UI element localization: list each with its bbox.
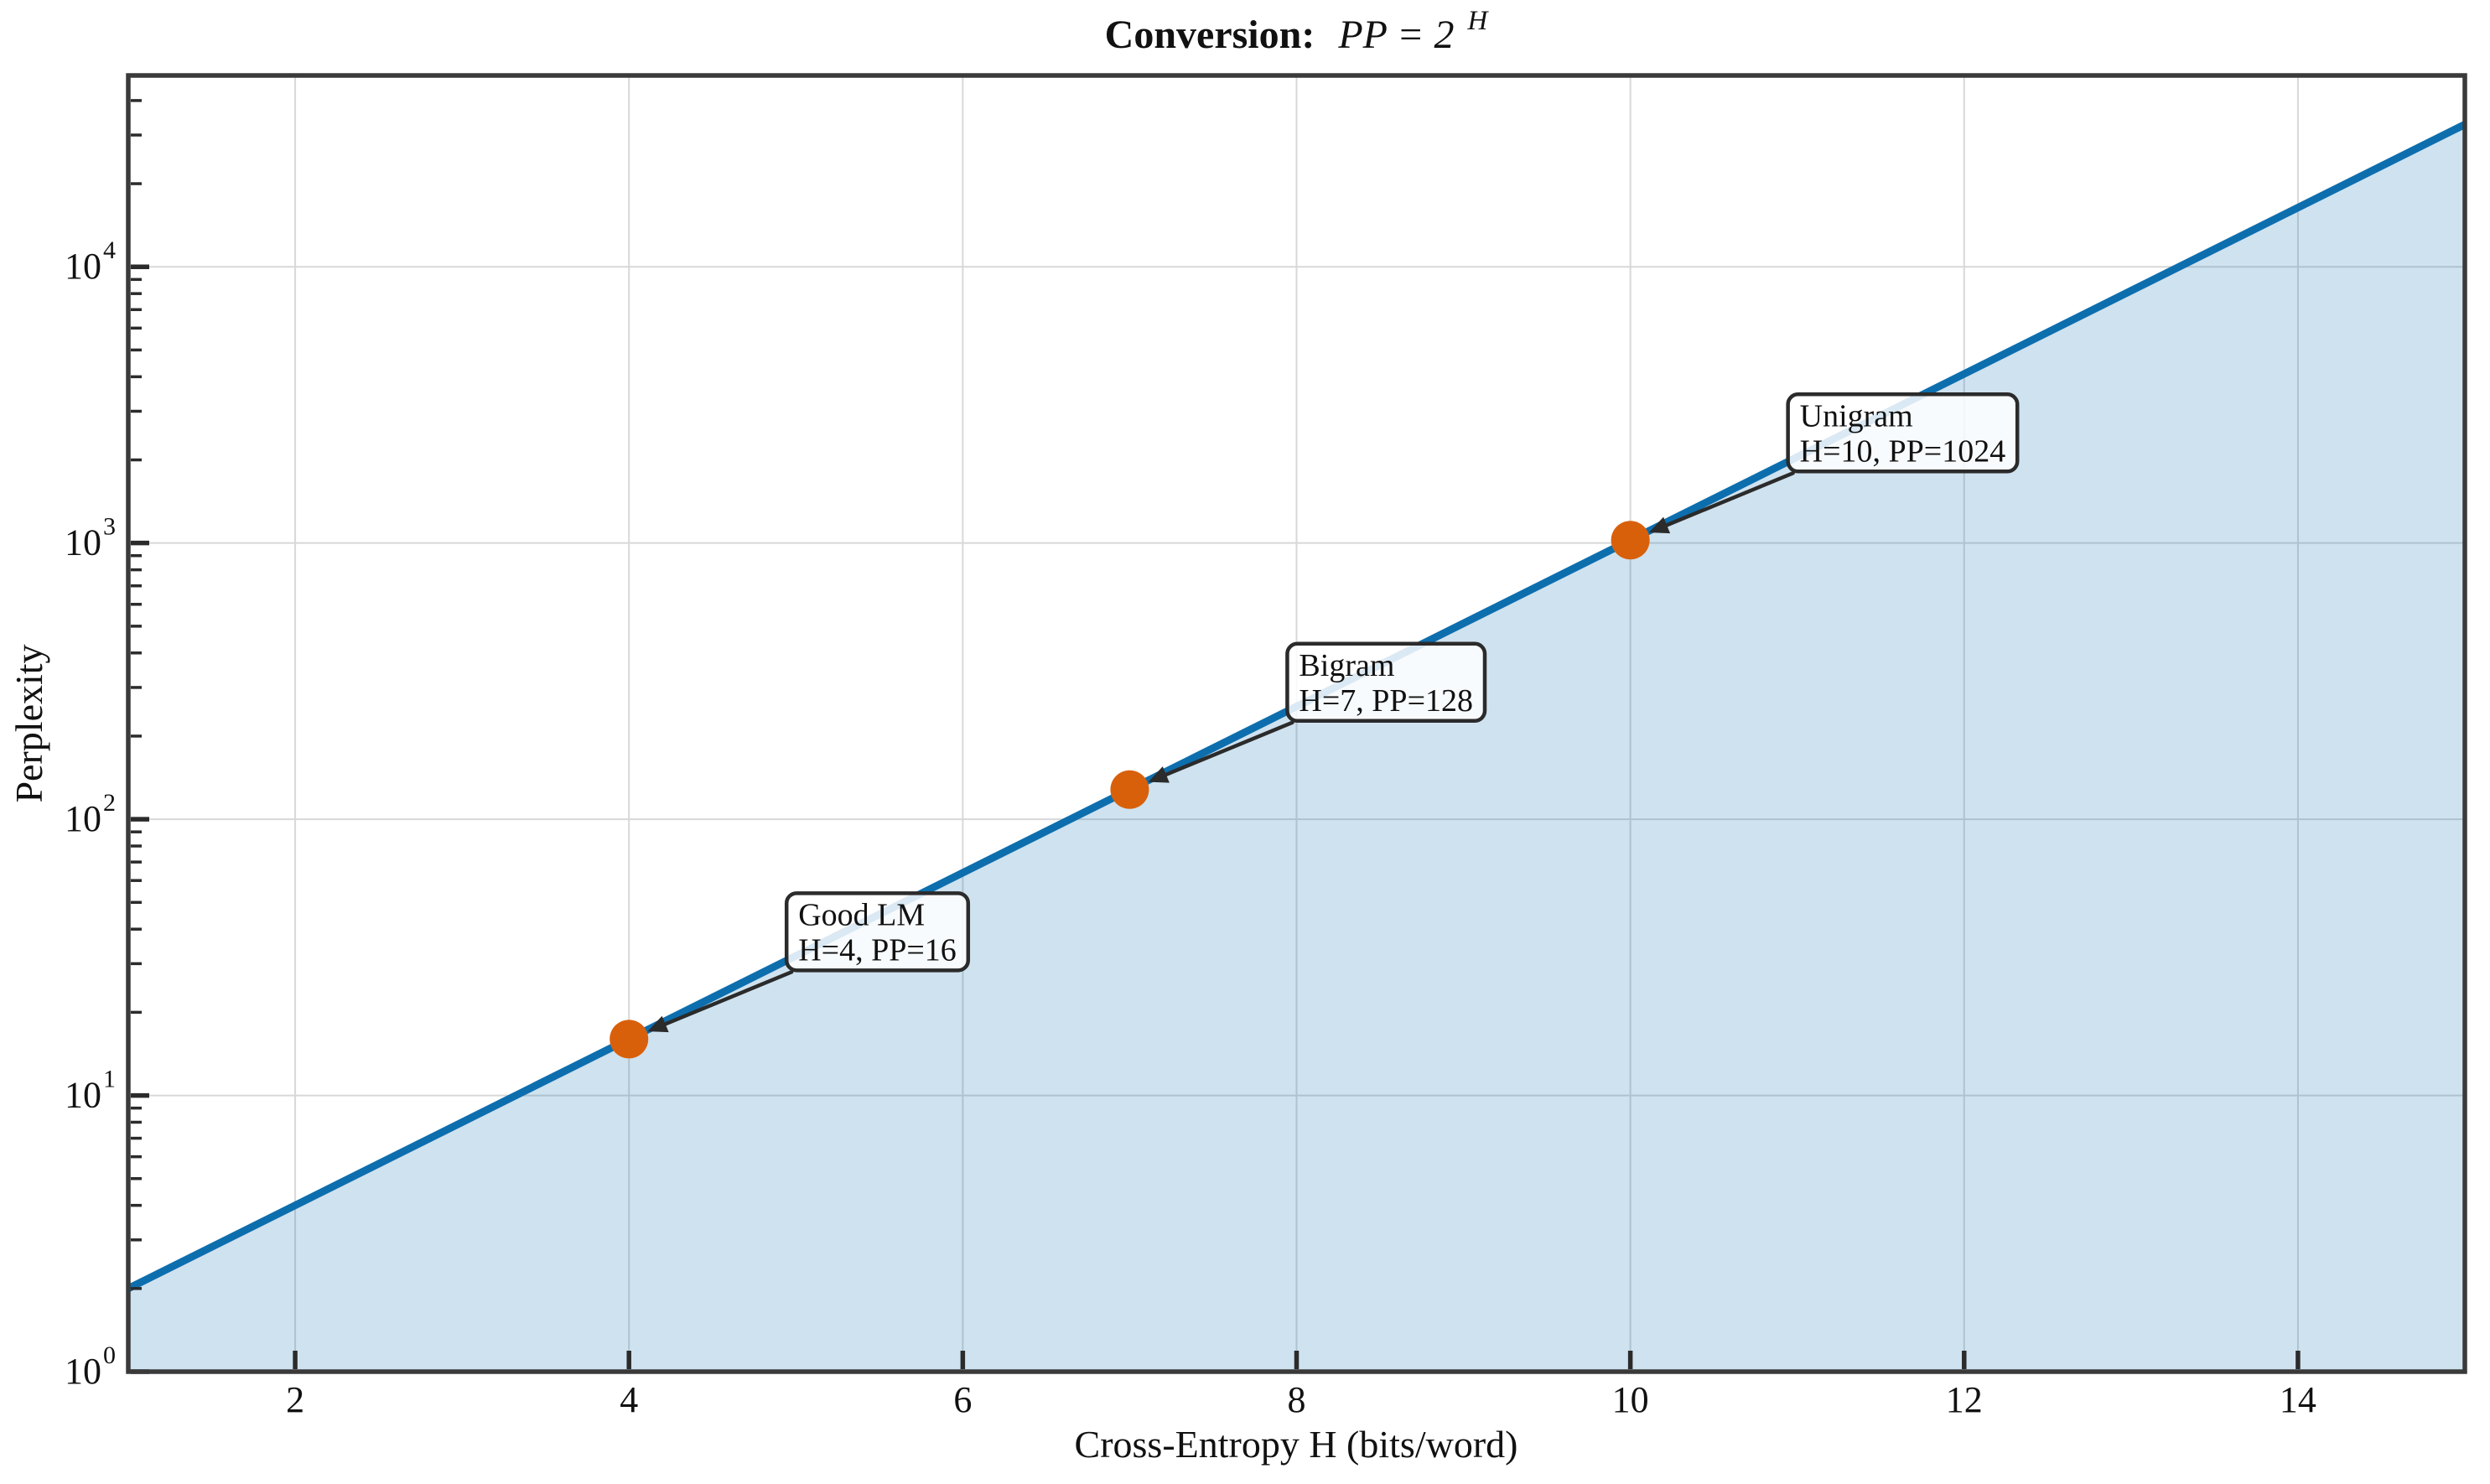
x-tick-label: 12 — [1946, 1379, 1983, 1420]
annotation-detail: H=7, PP=128 — [1299, 683, 1473, 719]
y-tick-label: 100 — [65, 1341, 116, 1392]
annotation-label: Unigram — [1800, 398, 1913, 433]
y-tick-label: 103 — [65, 513, 116, 563]
x-tick-label: 6 — [953, 1379, 972, 1420]
annotation-arrow — [661, 970, 794, 1027]
x-tick-label: 10 — [1612, 1379, 1649, 1420]
data-points — [610, 521, 1650, 1059]
annotation-label: Bigram — [1299, 648, 1394, 683]
x-tick-label: 8 — [1288, 1379, 1306, 1420]
annotation-arrowhead — [1648, 516, 1671, 534]
data-point — [1611, 521, 1650, 560]
x-axis-label: Cross-Entropy H (bits/word) — [1075, 1423, 1518, 1466]
annotation-box — [784, 891, 971, 973]
x-tick-label: 4 — [620, 1379, 638, 1420]
annotation-box — [1285, 641, 1487, 724]
chart-title: Conversion: PP = 2 H — [1105, 6, 1490, 57]
y-tick-label: 101 — [65, 1066, 116, 1116]
plot-frame — [126, 73, 2467, 1374]
annotation-arrowhead — [1148, 766, 1170, 783]
tick-labels: 2 4 6 8 10 12 14 100 101 102 103 104 — [65, 236, 2316, 1420]
x-tick-label: 14 — [2280, 1379, 2316, 1420]
y-tick-label: 102 — [65, 789, 116, 839]
chart-title-exponent: H — [1467, 6, 1490, 36]
data-point — [1110, 770, 1149, 809]
data-point — [610, 1020, 649, 1059]
plot-border — [126, 73, 2467, 1374]
annotation-label: Good LM — [798, 897, 925, 932]
y-axis-label: Perplexity — [8, 644, 50, 802]
annotation-box — [1786, 392, 2020, 474]
annotation-arrowhead — [647, 1015, 669, 1033]
x-tick-label: 2 — [286, 1379, 304, 1420]
chart-title-prefix: Conversion: — [1105, 13, 1315, 57]
annotation-detail: H=10, PP=1024 — [1800, 433, 2006, 469]
y-tick-label: 104 — [65, 236, 116, 287]
annotation-arrow — [1663, 471, 1795, 528]
gridlines — [128, 75, 2465, 1372]
annotation-callout: Good LMH=4, PP=16 — [647, 891, 971, 1033]
annotation-detail: H=4, PP=16 — [798, 932, 957, 968]
annotation-arrow — [1162, 720, 1294, 777]
chart-title-math: PP = 2 — [1337, 13, 1454, 57]
